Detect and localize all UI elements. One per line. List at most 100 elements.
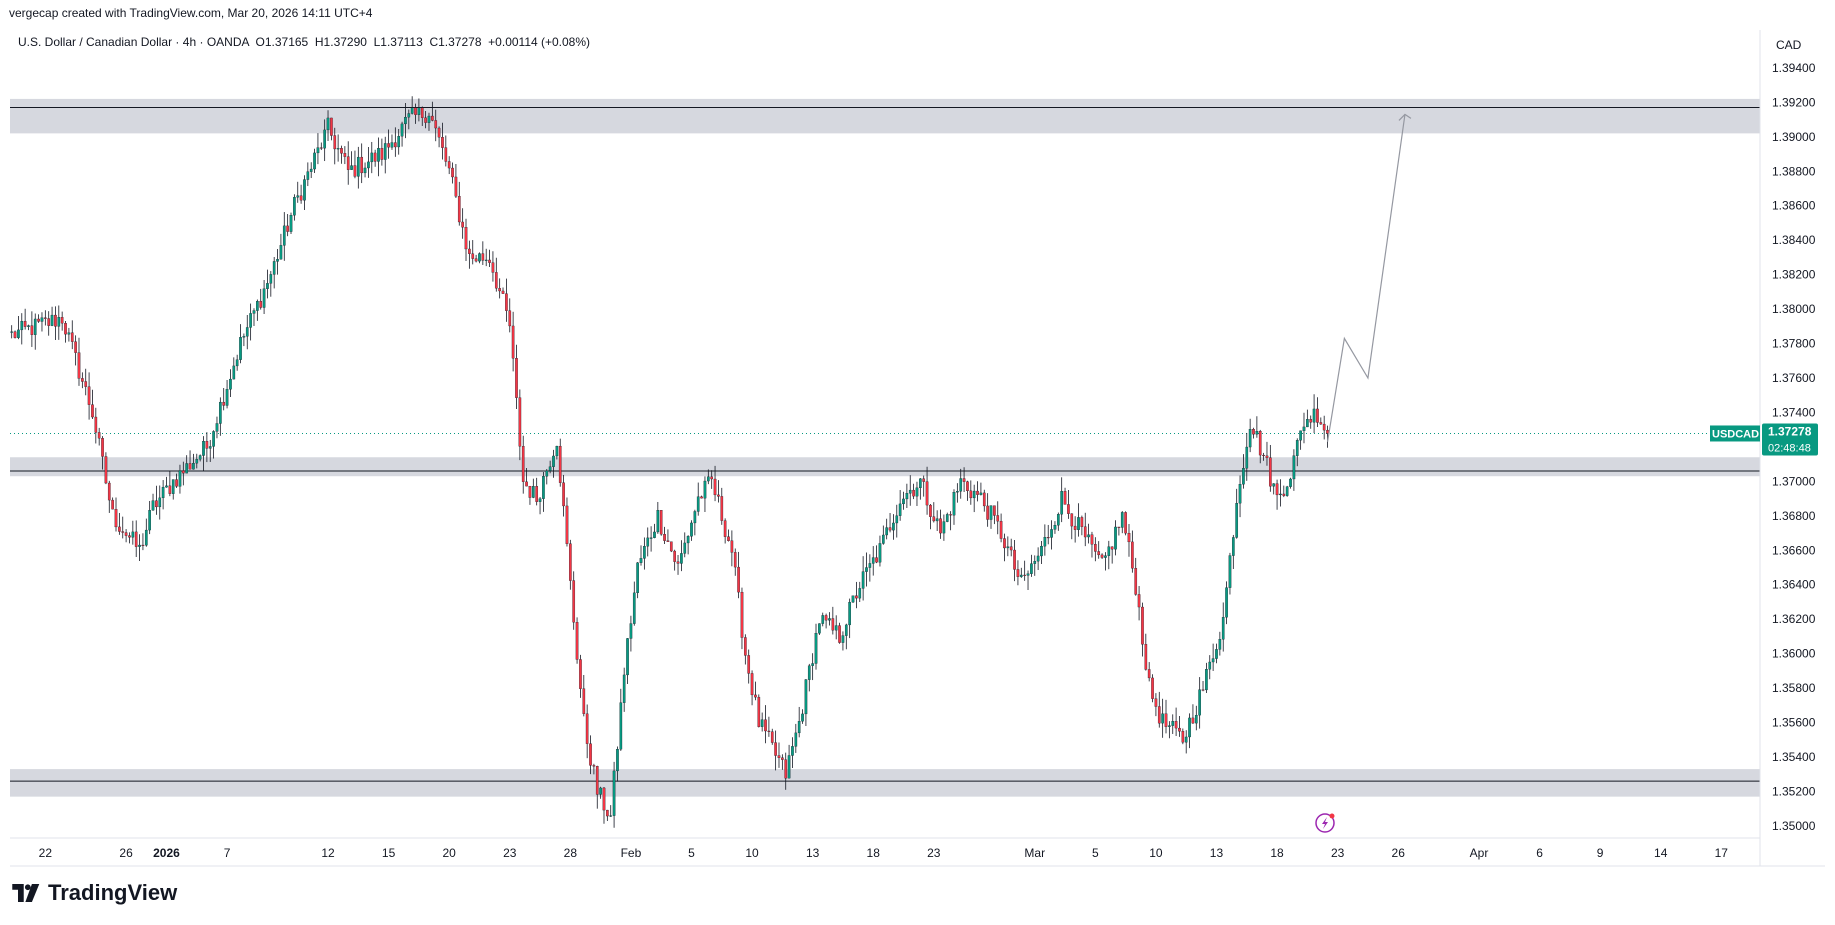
candle-body [131, 531, 135, 538]
candle-body [710, 476, 714, 480]
candle-body [834, 625, 838, 631]
candle-body [976, 490, 979, 495]
sr-zone-1[interactable] [10, 457, 1760, 477]
candle-body [407, 113, 411, 118]
candle-body [703, 480, 707, 499]
candle-body [229, 378, 232, 390]
candle-body [316, 147, 320, 154]
time-axis[interactable]: 22 26 2026 7 12 15 20 23 28 Feb 5 10 13 18 23 Mar 5 10 13 1… [39, 846, 1729, 860]
candle-body [706, 476, 710, 482]
candle-body [848, 601, 851, 626]
x-tick-label: 17 [1715, 846, 1729, 860]
price-tag-symbol: USDCAD [1712, 428, 1759, 440]
projection-path[interactable] [1326, 114, 1406, 442]
candle-body [1198, 689, 1201, 716]
candle-body [690, 522, 693, 537]
candle-body [245, 327, 249, 337]
candle-body [521, 446, 525, 482]
candle-body [508, 310, 512, 327]
candle-body [898, 503, 902, 516]
candle-body [1218, 639, 1222, 650]
candle-body [929, 504, 932, 517]
candle-body [669, 541, 673, 552]
y-tick-label: 1.37800 [1772, 337, 1816, 351]
candle-body [101, 438, 104, 457]
candle-body [1154, 698, 1158, 707]
candle-body [838, 625, 841, 643]
candle-body [589, 743, 592, 766]
candle-body [609, 815, 613, 817]
sr-zone-2[interactable] [10, 769, 1760, 797]
y-tick-label: 1.35400 [1772, 750, 1816, 764]
x-tick-label: 22 [39, 846, 53, 860]
candle-body [272, 261, 276, 275]
price-tag-symbol-bg [1710, 425, 1760, 442]
candle-body [128, 535, 131, 538]
projection-layer [1326, 113, 1412, 442]
candle-body [956, 491, 959, 493]
lightning-icon[interactable] [1315, 813, 1335, 833]
candle-body [1030, 563, 1033, 574]
candle-body [437, 127, 441, 138]
candle-body [686, 536, 690, 544]
candle-body [1063, 491, 1067, 505]
candle-body [74, 341, 77, 353]
candle-body [17, 329, 20, 338]
candle-body [299, 195, 303, 201]
candle-body [905, 493, 909, 500]
candle-body [1225, 587, 1228, 618]
candle-body [1295, 440, 1299, 456]
sr-zone-0[interactable] [10, 98, 1760, 134]
candle-body [97, 432, 101, 439]
candle-body [1141, 606, 1144, 645]
candle-body [286, 225, 289, 232]
y-tick-label: 1.38200 [1772, 268, 1816, 282]
candle-body [996, 515, 1000, 522]
currency-box[interactable] [1762, 30, 1822, 58]
candle-body [757, 696, 761, 727]
candle-body [999, 520, 1003, 539]
candle-body [165, 485, 168, 488]
candle-body [447, 161, 451, 169]
tradingview-logo-icon [12, 884, 40, 902]
candle-body [1107, 546, 1111, 556]
candle-body [373, 152, 377, 162]
tradingview-logo[interactable]: TradingView [12, 880, 177, 906]
candle-body [972, 490, 976, 499]
candle-body [1178, 727, 1181, 732]
legend-high: H1.37290 [314, 35, 367, 49]
y-tick-label: 1.35600 [1772, 716, 1816, 730]
candle-body [13, 331, 17, 338]
candle-body [952, 492, 956, 516]
candle-body [1258, 431, 1262, 456]
price-tag-bg [1762, 423, 1818, 456]
candle-body [595, 766, 599, 795]
candle-body [538, 498, 542, 502]
candle-body [1228, 555, 1232, 588]
candle-body [77, 352, 81, 379]
currency-label[interactable]: CAD [1776, 38, 1802, 52]
candle-body [505, 293, 508, 311]
candle-body [44, 317, 47, 319]
candle-body [881, 534, 885, 544]
candle-body [612, 770, 616, 816]
candle-body [925, 481, 929, 506]
candle-body [23, 321, 27, 327]
candle-body [1235, 503, 1239, 538]
candle-body [629, 623, 633, 639]
candle-body [599, 787, 602, 795]
x-tick-label: 10 [1149, 846, 1163, 860]
price-axis[interactable]: 1.39400 1.39200 1.39000 1.38800 1.38600 1.384… [1772, 61, 1816, 833]
candle-body [1080, 517, 1084, 527]
candle-body [804, 679, 808, 715]
candle-body [1083, 526, 1087, 538]
candle-body [737, 566, 740, 593]
candle-body [1056, 514, 1060, 526]
candle-body [1050, 529, 1053, 538]
candle-body [1161, 713, 1164, 724]
candle-body [639, 558, 643, 563]
candle-body [188, 463, 192, 470]
legend-symbol-name: U.S. Dollar / Canadian Dollar [18, 35, 173, 49]
candle-body [935, 518, 939, 522]
